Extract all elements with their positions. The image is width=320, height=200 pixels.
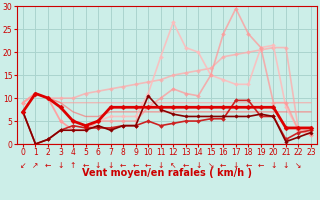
Text: ↖: ↖ (170, 161, 176, 170)
Text: ←: ← (258, 161, 264, 170)
Text: ←: ← (245, 161, 252, 170)
Text: ↗: ↗ (32, 161, 39, 170)
X-axis label: Vent moyen/en rafales ( km/h ): Vent moyen/en rafales ( km/h ) (82, 168, 252, 178)
Text: ←: ← (182, 161, 189, 170)
Text: ↙: ↙ (20, 161, 26, 170)
Text: ↓: ↓ (57, 161, 64, 170)
Text: ←: ← (45, 161, 51, 170)
Text: ←: ← (132, 161, 139, 170)
Text: ←: ← (220, 161, 227, 170)
Text: ↓: ↓ (283, 161, 289, 170)
Text: ↓: ↓ (157, 161, 164, 170)
Text: ↓: ↓ (195, 161, 202, 170)
Text: ↓: ↓ (108, 161, 114, 170)
Text: ←: ← (82, 161, 89, 170)
Text: ↓: ↓ (233, 161, 239, 170)
Text: ←: ← (145, 161, 151, 170)
Text: ←: ← (120, 161, 126, 170)
Text: ↑: ↑ (70, 161, 76, 170)
Text: ↓: ↓ (95, 161, 101, 170)
Text: ↘: ↘ (295, 161, 302, 170)
Text: ↘: ↘ (208, 161, 214, 170)
Text: ↓: ↓ (270, 161, 276, 170)
